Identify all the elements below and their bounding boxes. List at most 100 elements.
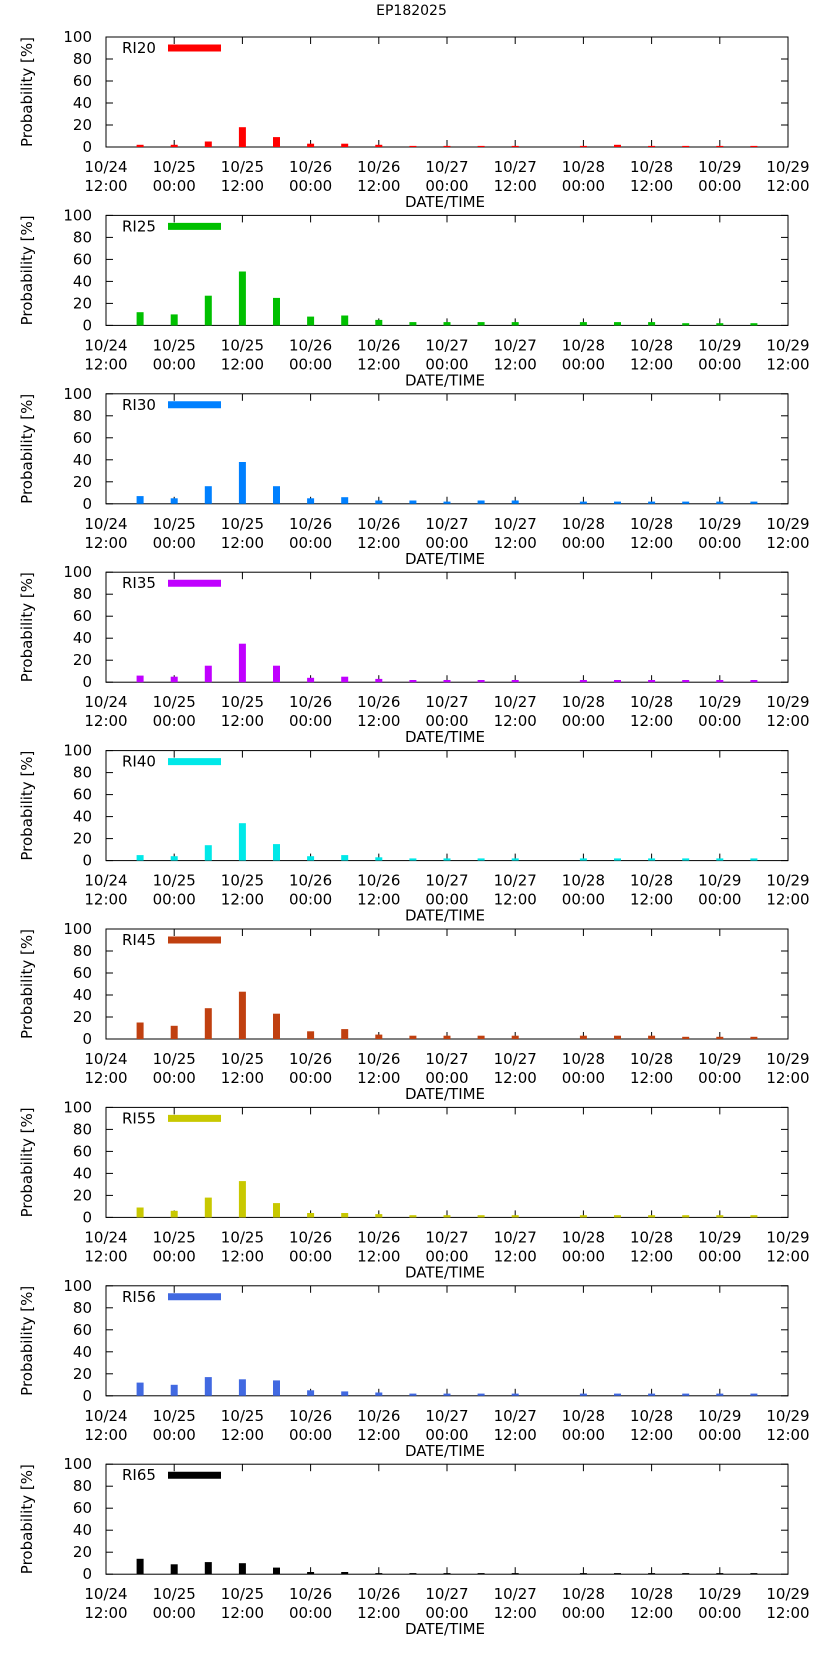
x-tick-label-time: 12:00 [630,712,673,730]
bar [511,680,519,683]
bar [682,501,690,504]
x-tick-label-time: 12:00 [630,1069,673,1087]
bar [238,271,246,326]
bar [511,1035,519,1039]
x-tick-label-date: 10/27 [494,515,537,533]
bar [477,322,485,326]
y-tick-label: 80 [73,228,92,246]
x-tick-label-date: 10/27 [425,1407,468,1425]
bar [204,295,212,326]
x-tick-label-date: 10/25 [153,1407,196,1425]
x-tick-label-time: 12:00 [357,177,400,195]
x-tick-label-time: 00:00 [289,891,332,909]
x-tick-label-date: 10/27 [494,1585,537,1603]
y-tick-label: 100 [63,1098,92,1116]
x-tick-label-date: 10/26 [357,515,400,533]
x-tick-label-date: 10/25 [153,515,196,533]
bar [375,319,383,326]
x-tick-label-date: 10/27 [494,336,537,354]
x-tick-label-date: 10/25 [153,158,196,176]
x-tick-label-date: 10/26 [289,158,332,176]
y-tick-label: 100 [63,1455,92,1473]
x-tick-label-time: 12:00 [494,712,537,730]
bar [682,1573,690,1575]
x-tick-label-date: 10/27 [425,515,468,533]
bar [614,1215,621,1218]
x-tick-label-time: 12:00 [84,1247,127,1265]
x-tick-label-time: 12:00 [766,355,809,373]
bar [409,1573,417,1575]
bar [614,1573,621,1575]
bar [238,991,246,1039]
bar [443,1215,451,1218]
bar [409,680,417,683]
x-tick-label-date: 10/28 [562,872,605,890]
y-tick-label: 20 [73,294,92,312]
bar [375,144,383,147]
y-tick-label: 20 [73,1008,92,1026]
x-tick-label-date: 10/29 [698,872,741,890]
bar [341,143,349,147]
bar [409,1393,417,1396]
x-tick-label-date: 10/27 [494,1407,537,1425]
x-tick-label-time: 12:00 [766,534,809,552]
bar [273,1013,280,1039]
x-tick-label-date: 10/25 [221,872,264,890]
bar [375,678,383,683]
x-tick-label-date: 10/28 [630,1050,673,1068]
y-axis-label: Probability [%] [18,215,36,325]
bar [477,145,485,147]
bar [170,144,178,147]
bar [750,680,758,683]
bar [273,1203,280,1218]
bar [273,137,280,147]
bar [238,823,246,861]
bar [511,500,519,504]
x-tick-label-date: 10/28 [630,1228,673,1246]
bar [375,1392,383,1396]
bar [170,1384,178,1396]
x-tick-label-date: 10/27 [425,336,468,354]
x-tick-label-time: 12:00 [766,712,809,730]
x-tick-label-date: 10/27 [494,158,537,176]
x-tick-label-time: 00:00 [562,355,605,373]
y-tick-label: 0 [82,673,92,691]
bar [238,643,246,683]
x-tick-label-time: 12:00 [766,891,809,909]
x-tick-label-time: 00:00 [289,1426,332,1444]
y-tick-label: 80 [73,942,92,960]
bar [443,1573,451,1575]
x-tick-label-date: 10/25 [221,1228,264,1246]
bar [170,1025,178,1039]
bar [341,1391,349,1396]
bar [750,1215,758,1218]
bar [579,1573,587,1575]
y-axis-label: Probability [%] [18,1464,36,1574]
bar [273,297,280,326]
x-tick-label-time: 00:00 [153,355,196,373]
y-tick-label: 80 [73,1120,92,1138]
x-tick-label-time: 12:00 [630,1604,673,1622]
x-tick-label-date: 10/29 [698,158,741,176]
x-tick-label-time: 00:00 [425,355,468,373]
x-tick-label-date: 10/28 [630,872,673,890]
x-axis-label: DATE/TIME [405,1085,485,1103]
x-tick-label-date: 10/25 [153,1228,196,1246]
bar [375,1214,383,1218]
y-tick-label: 40 [73,451,92,469]
bar [170,1210,178,1218]
x-tick-label-time: 12:00 [494,1247,537,1265]
bar [716,858,724,861]
x-tick-label-time: 00:00 [153,534,196,552]
bar [750,323,758,326]
y-tick-label: 20 [73,116,92,134]
bar [477,858,485,861]
y-tick-label: 40 [73,986,92,1004]
y-tick-label: 80 [73,585,92,603]
x-tick-label-time: 00:00 [562,1247,605,1265]
x-tick-label-date: 10/25 [221,336,264,354]
bar [716,145,724,147]
y-tick-label: 0 [82,1565,92,1583]
bar [341,676,349,683]
bar [136,1022,144,1039]
